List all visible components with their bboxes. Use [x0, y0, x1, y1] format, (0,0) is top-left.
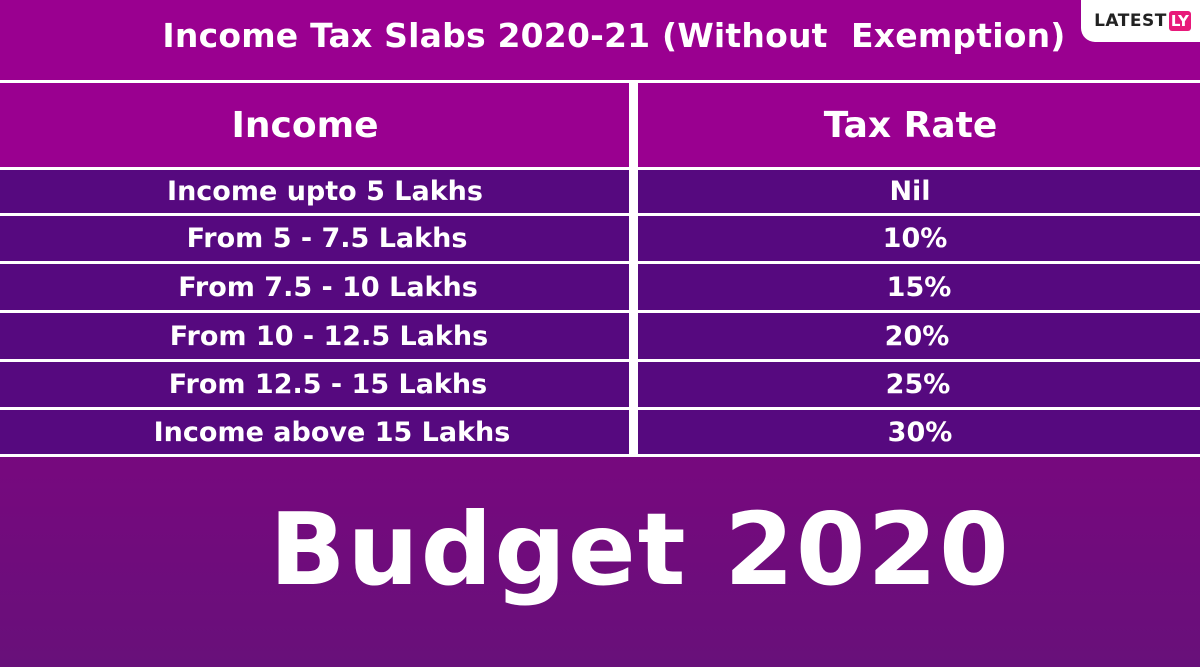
income-cell: From 10 - 12.5 Lakhs: [169, 320, 489, 352]
title-band: [0, 0, 1200, 80]
page-title: Income Tax Slabs 2020-21 (Without Exempt…: [162, 16, 1066, 55]
header-income: Income: [231, 104, 379, 146]
logo-text: LATEST: [1094, 11, 1167, 31]
income-cell: Income above 15 Lakhs: [153, 416, 511, 448]
header-divider: [0, 80, 1200, 83]
row-divider: [0, 261, 1200, 264]
tax-rate-cell: 15%: [886, 271, 952, 303]
tax-rate-cell: 30%: [887, 416, 953, 448]
table-row: From 12.5 - 15 Lakhs 25%: [0, 362, 1200, 407]
row-divider: [0, 213, 1200, 216]
row-divider: [0, 167, 1200, 170]
latestly-logo: LATEST LY: [1081, 0, 1200, 42]
table-row: Income upto 5 Lakhs Nil: [0, 170, 1200, 213]
table-row: From 7.5 - 10 Lakhs 15%: [0, 264, 1200, 310]
row-divider: [0, 310, 1200, 313]
tax-rate-cell: 20%: [884, 320, 950, 352]
budget-banner: Budget 2020: [269, 491, 1011, 608]
income-cell: From 12.5 - 15 Lakhs: [168, 369, 488, 400]
column-divider: [629, 80, 638, 456]
income-cell: From 7.5 - 10 Lakhs: [178, 271, 478, 303]
income-cell: Income upto 5 Lakhs: [167, 176, 483, 207]
table-row: Income above 15 Lakhs 30%: [0, 410, 1200, 454]
table-row: From 5 - 7.5 Lakhs 10%: [0, 216, 1200, 261]
logo-accent-text: LY: [1168, 11, 1191, 31]
table-bottom-divider: [0, 454, 1200, 457]
table-row: From 10 - 12.5 Lakhs 20%: [0, 313, 1200, 359]
tax-rate-cell: 10%: [882, 223, 948, 254]
row-divider: [0, 407, 1200, 410]
header-tax-rate: Tax Rate: [823, 104, 998, 146]
row-divider: [0, 359, 1200, 362]
table-header: Income Tax Rate: [0, 83, 1200, 167]
tax-rate-cell: 25%: [885, 369, 951, 400]
tax-rate-cell: Nil: [889, 176, 931, 207]
income-cell: From 5 - 7.5 Lakhs: [186, 223, 468, 254]
